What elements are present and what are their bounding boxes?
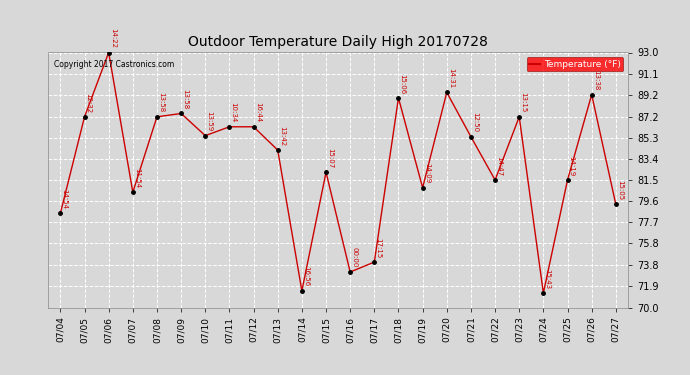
Text: 14:22: 14:22 [110,28,116,48]
Legend: Temperature (°F): Temperature (°F) [526,57,623,71]
Text: 13:42: 13:42 [279,126,285,146]
Text: 14:19: 14:19 [569,156,575,176]
Text: 12:50: 12:50 [472,112,478,133]
Text: 11:54: 11:54 [134,168,140,188]
Text: 16:56: 16:56 [303,267,309,287]
Text: 13:15: 13:15 [520,92,526,112]
Text: 13:58: 13:58 [158,92,164,112]
Text: 16:44: 16:44 [255,102,261,123]
Title: Outdoor Temperature Daily High 20170728: Outdoor Temperature Daily High 20170728 [188,34,488,48]
Text: Copyright 2017 Castronics.com: Copyright 2017 Castronics.com [54,60,175,69]
Text: 15:06: 15:06 [400,74,406,94]
Text: 13:59: 13:59 [206,111,213,132]
Text: 15:05: 15:05 [617,180,623,200]
Text: 12:32: 12:32 [86,93,92,112]
Text: 14:31: 14:31 [448,68,454,88]
Text: 14:47: 14:47 [496,156,502,176]
Text: 14:54: 14:54 [61,189,68,209]
Text: 13:38: 13:38 [593,70,599,90]
Text: 13:58: 13:58 [182,89,188,109]
Text: 17:15: 17:15 [375,238,382,258]
Text: 15:07: 15:07 [327,148,333,168]
Text: 00:00: 00:00 [351,248,357,268]
Text: 10:34: 10:34 [230,102,237,123]
Text: 15:43: 15:43 [544,269,551,289]
Text: 14:09: 14:09 [424,164,430,184]
